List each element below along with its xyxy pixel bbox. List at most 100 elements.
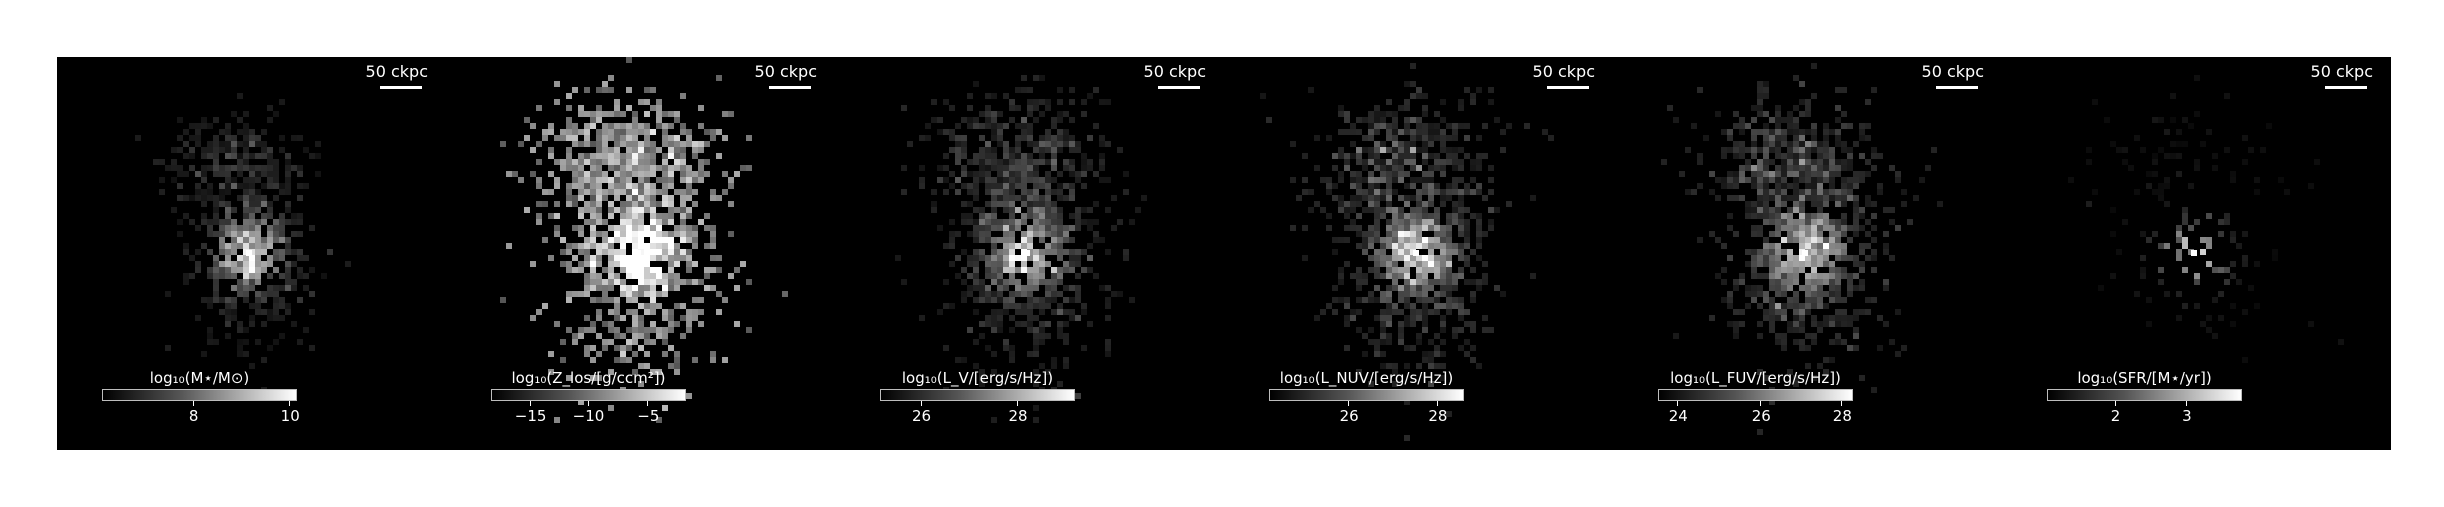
map-pixel [638,363,644,369]
map-pixel [1045,219,1051,225]
map-pixel [1841,255,1847,261]
map-pixel [668,279,674,285]
map-pixel [686,267,692,273]
map-pixel [620,291,626,297]
map-pixel [1757,189,1763,195]
map-pixel [638,291,644,297]
map-pixel [1015,177,1021,183]
map-pixel [1404,399,1410,405]
map-pixel [1033,105,1039,111]
map-pixel [237,237,243,243]
map-pixel [267,225,273,231]
map-pixel [979,213,985,219]
map-pixel [1440,117,1446,123]
map-pixel [1368,255,1374,261]
map-pixel [656,291,662,297]
map-pixel [1015,183,1021,189]
map-pixel [1733,309,1739,315]
map-pixel [1805,105,1811,111]
map-pixel [680,171,686,177]
map-pixel [1751,207,1757,213]
map-pixel [1302,177,1308,183]
map-pixel [1446,183,1452,189]
map-pixel [1392,123,1398,129]
map-pixel [1081,249,1087,255]
map-pixel [213,255,219,261]
map-pixel [1015,195,1021,201]
map-pixel [1039,309,1045,315]
map-pixel [1392,261,1398,267]
map-pixel [991,201,997,207]
map-pixel [1057,129,1063,135]
map-pixel [225,177,231,183]
map-pixel [1344,165,1350,171]
map-pixel [626,237,632,243]
map-pixel [578,213,584,219]
map-pixel [1380,177,1386,183]
map-pixel [1817,255,1823,261]
map-pixel [1380,195,1386,201]
map-pixel [1045,279,1051,285]
map-pixel [243,297,249,303]
map-pixel [1428,183,1434,189]
map-pixel [961,357,967,363]
map-pixel [1416,135,1422,141]
map-pixel [183,243,189,249]
map-pixel [572,243,578,249]
map-pixel [1033,381,1039,387]
map-pixel [626,261,632,267]
map-pixel [1045,147,1051,153]
map-pixel [255,231,261,237]
colorbar-ticks: −15 −10 −5 [491,401,686,431]
map-pixel [213,279,219,285]
map-pixel [1416,177,1422,183]
map-pixel [596,189,602,195]
map-pixel [590,279,596,285]
map-pixel [596,135,602,141]
map-pixel [662,237,668,243]
map-pixel [1003,297,1009,303]
map-pixel [219,297,225,303]
map-pixel [1793,321,1799,327]
map-pixel [662,135,668,141]
map-pixel [1027,351,1033,357]
map-pixel [1865,99,1871,105]
map-pixel [1057,117,1063,123]
map-pixel [225,189,231,195]
map-pixel [1829,321,1835,327]
map-pixel [1733,111,1739,117]
map-pixel [1476,183,1482,189]
map-pixel [548,171,554,177]
map-pixel [1829,315,1835,321]
map-pixel [1015,309,1021,315]
map-pixel [1045,249,1051,255]
map-pixel [584,237,590,243]
map-pixel [1470,297,1476,303]
map-pixel [620,345,626,351]
map-pixel [931,201,937,207]
map-pixel [249,261,255,267]
map-pixel [1440,255,1446,261]
map-pixel [644,177,650,183]
map-pixel [1841,249,1847,255]
map-pixel [1027,141,1033,147]
map-pixel [1392,267,1398,273]
map-pixel [243,213,249,219]
map-pixel [1709,171,1715,177]
map-pixel [1416,93,1422,99]
map-pixel [1811,63,1817,69]
map-pixel [1422,261,1428,267]
map-pixel [1027,87,1033,93]
map-pixel [686,279,692,285]
map-pixel [1404,285,1410,291]
map-pixel [1069,225,1075,231]
map-pixel [1021,213,1027,219]
map-pixel [1452,285,1458,291]
map-pixel [620,315,626,321]
map-pixel [1033,261,1039,267]
map-pixel [285,243,291,249]
map-pixel [255,171,261,177]
map-pixel [973,159,979,165]
map-pixel [578,195,584,201]
map-pixel [1117,219,1123,225]
